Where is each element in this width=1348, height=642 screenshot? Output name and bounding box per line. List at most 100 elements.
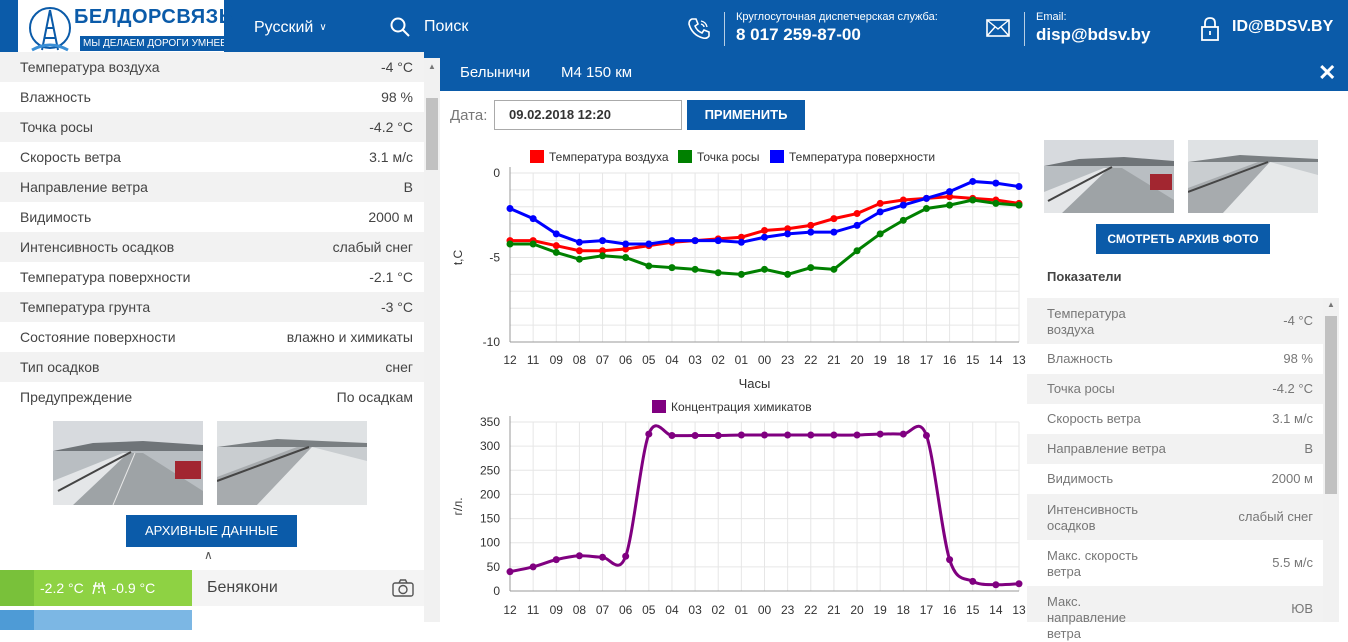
param-name: Предупреждение [20,389,133,405]
data-point [645,262,653,270]
photo-archive-button[interactable]: СМОТРЕТЬ АРХИВ ФОТО [1096,224,1270,254]
param-value: -4 °C [380,59,413,75]
apply-button[interactable]: ПРИМЕНИТЬ [687,100,805,130]
x-tick-label: 18 [897,353,911,367]
x-tick-label: 09 [550,603,564,617]
param-value: влажно и химикаты [286,329,413,345]
camera-photo-1[interactable] [53,421,203,505]
data-point [691,432,699,440]
close-icon[interactable]: ✕ [1318,60,1337,85]
param-value: -3 °C [380,299,413,315]
data-point [922,432,930,440]
param-row: Точка росы -4.2 °C [0,112,424,142]
indicator-name: Интенсивность осадков [1047,502,1139,533]
data-point [807,221,815,229]
param-value: -4.2 °C [369,119,413,135]
data-point [1015,580,1023,588]
camera-photo-2[interactable] [217,421,367,505]
indicator-value: 98 % [1283,351,1313,366]
x-tick-label: 17 [920,603,934,617]
x-tick-label: 23 [781,353,795,367]
date-input[interactable]: 09.02.2018 12:20 [494,100,682,130]
archive-data-button[interactable]: АРХИВНЫЕ ДАННЫЕ [126,515,297,547]
indicator-row: Скорость ветра 3.1 м/с [1027,404,1323,434]
chevron-up-icon[interactable]: ∧ [204,548,213,562]
scrollbar-thumb[interactable] [1325,316,1337,494]
param-row: Температура грунта -3 °C [0,292,424,322]
param-name: Состояние поверхности [20,329,176,345]
indicator-name: Скорость ветра [1047,411,1141,426]
indicator-row: Макс. скорость ветра 5.5 м/с [1027,540,1323,586]
lock-icon [1201,17,1219,41]
data-point [552,248,560,256]
data-point [714,237,722,245]
indicator-name: Макс. скорость ветра [1047,548,1139,579]
param-value: 3.1 м/с [369,149,413,165]
indicators-scrollbar[interactable]: ▲ [1323,298,1339,622]
x-tick-label: 16 [943,603,957,617]
y-tick-label: 0 [493,584,500,598]
x-tick-label: 00 [758,603,772,617]
x-tick-label: 21 [827,603,841,617]
x-tick-label: 11 [527,603,540,617]
x-tick-label: 21 [827,353,841,367]
x-tick-label: 16 [943,353,957,367]
scroll-up-arrow-icon[interactable]: ▲ [428,62,436,71]
data-point [830,265,838,273]
station-temps: -2.2 °C -0.9 °C [34,570,192,606]
legend-label: Концентрация химикатов [671,400,812,414]
x-tick-label: 14 [989,603,1003,617]
x-tick-label: 01 [735,603,749,617]
data-point [761,226,768,234]
param-row: Влажность 98 % [0,82,424,112]
x-tick-label: 01 [735,353,749,367]
tower-emblem-icon [29,7,71,52]
search-icon [390,17,410,37]
station-air-temp: -2.2 °C [40,580,84,596]
data-point [761,431,768,439]
modal-camera-photo-2[interactable] [1188,140,1318,213]
station-location: Белыничи [460,64,531,81]
login-link[interactable]: ID@BDSV.BY [1232,18,1334,35]
x-tick-label: 05 [642,353,656,367]
modal-camera-photo-1[interactable] [1044,140,1174,213]
data-point [1015,201,1023,209]
data-point [506,568,514,576]
chevron-down-icon: ∨ [319,22,327,33]
param-name: Температура поверхности [20,269,191,285]
language-select[interactable]: Русский ∨ [254,19,327,37]
legend-swatch [678,150,692,163]
data-point [599,553,607,561]
indicator-name: Направление ветра [1047,441,1166,456]
scrollbar-thumb[interactable] [426,98,438,170]
left-scrollbar[interactable]: ▲ [424,58,440,622]
data-point [969,177,977,185]
x-tick-label: 13 [1012,603,1026,617]
data-point [853,247,861,255]
data-point [506,240,514,248]
param-row: Температура воздуха -4 °C [0,52,424,82]
email-contact[interactable]: Email: disp@bdsv.by [1036,11,1151,45]
data-point [946,201,954,209]
data-point [529,215,537,223]
station-list-item[interactable] [0,610,424,630]
data-point [575,552,583,560]
data-point [599,237,607,245]
data-point [830,215,838,223]
dispatch-phone[interactable]: Круглосуточная диспетчерская служба: 8 0… [736,11,938,45]
data-point [807,431,815,439]
station-list-item[interactable]: -2.2 °C -0.9 °C Бенякони [0,570,424,606]
param-name: Влажность [20,89,91,105]
legend-label: Температура поверхности [789,150,935,164]
search-link[interactable]: Поиск [390,17,468,37]
data-point [992,581,1000,589]
x-tick-label: 02 [712,603,726,617]
camera-icon[interactable] [392,579,414,597]
x-tick-label: 19 [874,353,888,367]
logo[interactable]: БЕЛДОРСВЯЗЬ МЫ ДЕЛАЕМ ДОРОГИ УМНЕЕ [18,0,233,58]
scroll-up-arrow-icon[interactable]: ▲ [1327,300,1335,309]
data-point [853,210,861,218]
param-row: Температура поверхности -2.1 °C [0,262,424,292]
x-tick-label: 14 [989,353,1003,367]
param-row: Скорость ветра 3.1 м/с [0,142,424,172]
